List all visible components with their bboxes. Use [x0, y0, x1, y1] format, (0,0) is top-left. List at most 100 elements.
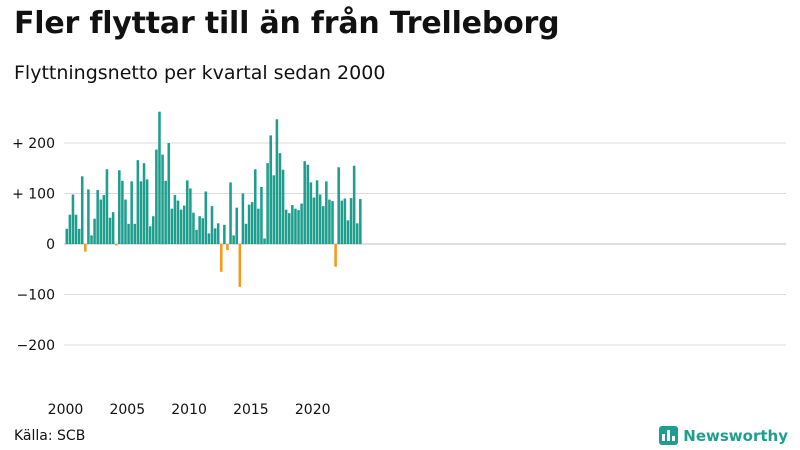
bar-positive [96, 189, 99, 245]
bar-positive [118, 170, 121, 244]
bar-positive [186, 180, 189, 244]
bar-positive [195, 229, 198, 244]
source-note: Källa: SCB [14, 428, 86, 444]
bar-positive [158, 111, 161, 244]
bar-positive [179, 209, 183, 244]
bar-negative [334, 244, 337, 267]
bar-positive [253, 169, 257, 244]
bar-positive [142, 163, 146, 244]
y-tick-label: −100 [17, 288, 55, 304]
bar-positive [257, 208, 260, 244]
bar-positive [201, 218, 205, 244]
bar-positive [300, 203, 303, 244]
bar-positive [223, 224, 226, 244]
bar-positive [74, 214, 78, 244]
bar-positive [235, 207, 238, 244]
x-axis-labels: 2000 2005 2010 2015 2020 [48, 402, 331, 418]
bar-negative [220, 244, 223, 272]
bar-positive [355, 223, 359, 244]
bar-positive [291, 205, 294, 244]
bar-positive [352, 165, 356, 244]
bar-positive [207, 233, 211, 245]
bar-negative [226, 244, 229, 251]
bar-positive [176, 200, 180, 244]
bar-positive [325, 181, 328, 244]
bar-positive [309, 182, 313, 244]
bar-positive [340, 200, 344, 244]
bar-negative [84, 244, 87, 252]
bars [65, 111, 362, 287]
bar-positive [192, 212, 195, 244]
brand-name: Newsworthy [683, 426, 788, 445]
grid-lines [64, 142, 786, 346]
bar-positive [189, 188, 192, 244]
bar-positive [303, 161, 306, 244]
bar-positive [359, 199, 362, 245]
bar-positive [167, 143, 171, 244]
chart-title: Fler flyttar till än från Trelleborg [14, 6, 560, 41]
bar-positive [130, 181, 133, 244]
bar-positive [127, 223, 130, 244]
bar-positive [99, 199, 103, 244]
bar-positive [275, 119, 279, 244]
x-tick-label: 2000 [48, 402, 84, 418]
bar-positive [198, 216, 201, 244]
x-tick-label: 2005 [109, 402, 145, 418]
bar-positive [278, 153, 282, 244]
bar-positive [318, 194, 322, 244]
bar-negative [238, 244, 242, 287]
y-axis-labels: + 200 + 100 0 −100 −200 [12, 136, 55, 354]
brand-logo: Newsworthy [659, 426, 788, 445]
bar-positive [93, 218, 96, 244]
chart-subtitle: Flyttningsnetto per kvartal sedan 2000 [14, 62, 386, 84]
bar-positive [210, 206, 214, 245]
bar-positive [139, 181, 143, 244]
bar-positive [173, 195, 177, 244]
bar-positive [65, 228, 69, 244]
bar-positive [343, 198, 347, 244]
bar-positive [266, 163, 269, 244]
bar-positive [108, 217, 112, 244]
bar-positive [294, 208, 297, 244]
bar-positive [80, 176, 84, 244]
bar-positive [250, 202, 254, 244]
bar-negative [114, 244, 118, 246]
bar-positive [297, 210, 300, 244]
bar-positive [328, 199, 331, 244]
bar-positive [136, 160, 140, 244]
bar-positive [260, 186, 263, 244]
bar-positive [346, 220, 350, 244]
bar-positive [281, 169, 285, 244]
bar-positive [287, 213, 291, 244]
bar-positive [229, 182, 232, 244]
bar-positive [306, 164, 310, 244]
bar-positive [145, 179, 149, 244]
bar-positive [337, 167, 340, 244]
x-tick-label: 2010 [171, 402, 207, 418]
bar-positive [241, 193, 245, 244]
bar-positive [232, 235, 235, 244]
bar-positive [312, 197, 316, 244]
newsworthy-logo-icon [659, 426, 679, 445]
bar-positive [263, 238, 266, 244]
bar-positive [284, 209, 288, 244]
bar-positive [164, 180, 167, 245]
bar-positive [204, 191, 208, 244]
bar-positive [170, 208, 174, 244]
x-tick-label: 2020 [295, 402, 331, 418]
bar-positive [102, 195, 106, 244]
bar-positive [216, 223, 220, 244]
bar-positive [213, 228, 217, 244]
bar-positive [269, 135, 272, 245]
bar-positive [121, 180, 124, 245]
bar-positive [90, 235, 93, 244]
bar-positive [87, 189, 90, 244]
x-tick-label: 2015 [233, 402, 269, 418]
bar-positive [105, 169, 109, 244]
bar-positive [152, 216, 155, 244]
bar-positive [315, 180, 319, 244]
bar-positive [71, 194, 75, 244]
bar-positive [349, 198, 353, 244]
bar-positive [133, 223, 137, 244]
